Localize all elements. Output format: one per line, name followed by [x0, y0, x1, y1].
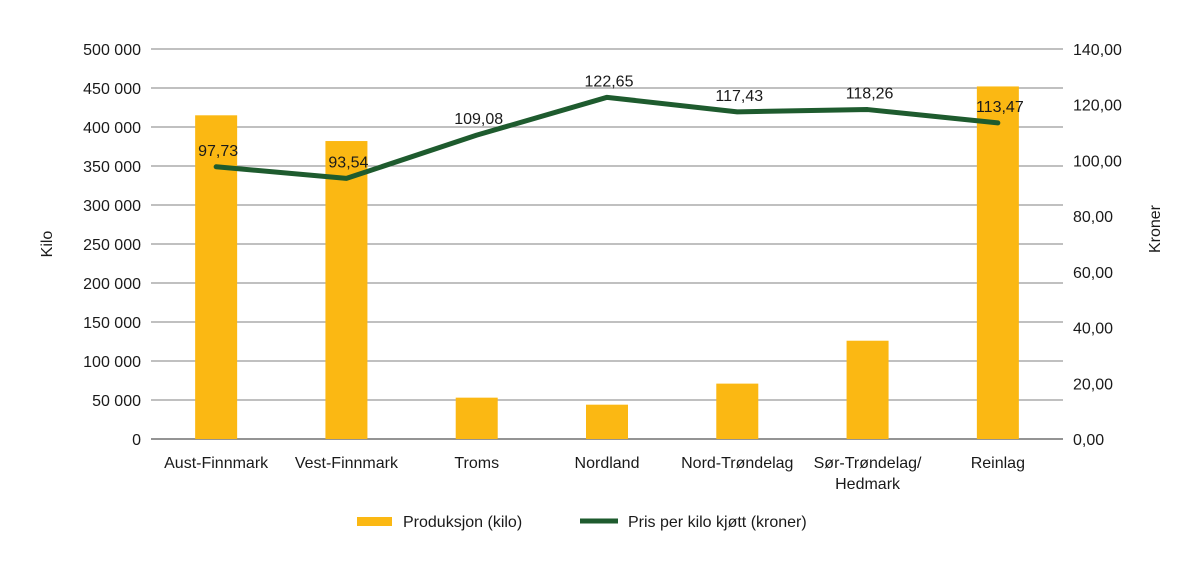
bar-5	[847, 341, 889, 439]
y-tick-label: 100 000	[83, 354, 141, 371]
price-data-label: 113,47	[976, 99, 1024, 116]
y-axis-label: Kilo	[39, 231, 56, 258]
bar-4	[716, 384, 758, 439]
x-tick-label: Sør-Trøndelag/	[814, 455, 922, 472]
price-data-label: 117,43	[715, 88, 763, 105]
bar-2	[456, 398, 498, 439]
bar-6	[977, 86, 1019, 439]
y-tick-label: 0	[132, 432, 141, 449]
x-tick-label: Nordland	[575, 455, 640, 472]
legend-label-line: Pris per kilo kjøtt (kroner)	[628, 514, 807, 531]
y-tick-label: 200 000	[83, 276, 141, 293]
y-tick-label: 500 000	[83, 42, 141, 59]
y2-tick-label: 140,00	[1073, 42, 1122, 59]
legend-swatch-bar	[357, 517, 392, 526]
price-data-label: 97,73	[198, 143, 238, 160]
price-data-label: 93,54	[328, 154, 368, 171]
bar-3	[586, 405, 628, 439]
y-tick-label: 400 000	[83, 120, 141, 137]
bar-0	[195, 115, 237, 439]
y2-tick-label: 120,00	[1073, 98, 1122, 115]
y-tick-label: 150 000	[83, 315, 141, 332]
price-data-label: 109,08	[454, 111, 503, 128]
x-tick-label: Nord-Trøndelag	[681, 455, 793, 472]
y2-tick-label: 100,00	[1073, 153, 1122, 170]
y2-tick-label: 60,00	[1073, 265, 1113, 282]
x-tick-label: Reinlag	[971, 455, 1025, 472]
y-tick-label: 350 000	[83, 159, 141, 176]
x-tick-label: Hedmark	[835, 476, 901, 493]
y-tick-label: 50 000	[92, 393, 141, 410]
x-tick-label: Aust-Finnmark	[164, 455, 269, 472]
x-tick-label: Vest-Finnmark	[295, 455, 399, 472]
y2-axis-label: Kroner	[1147, 204, 1164, 253]
y-tick-label: 250 000	[83, 237, 141, 254]
y2-tick-label: 0,00	[1073, 432, 1104, 449]
y-tick-label: 450 000	[83, 81, 141, 98]
y2-tick-label: 80,00	[1073, 209, 1113, 226]
legend-label-bar: Produksjon (kilo)	[403, 514, 522, 531]
bar-1	[325, 141, 367, 439]
y2-tick-label: 40,00	[1073, 321, 1113, 338]
price-data-label: 118,26	[846, 86, 894, 103]
price-data-label: 122,65	[585, 73, 634, 90]
y2-tick-label: 20,00	[1073, 376, 1113, 393]
y-tick-label: 300 000	[83, 198, 141, 215]
x-tick-label: Troms	[454, 455, 499, 472]
